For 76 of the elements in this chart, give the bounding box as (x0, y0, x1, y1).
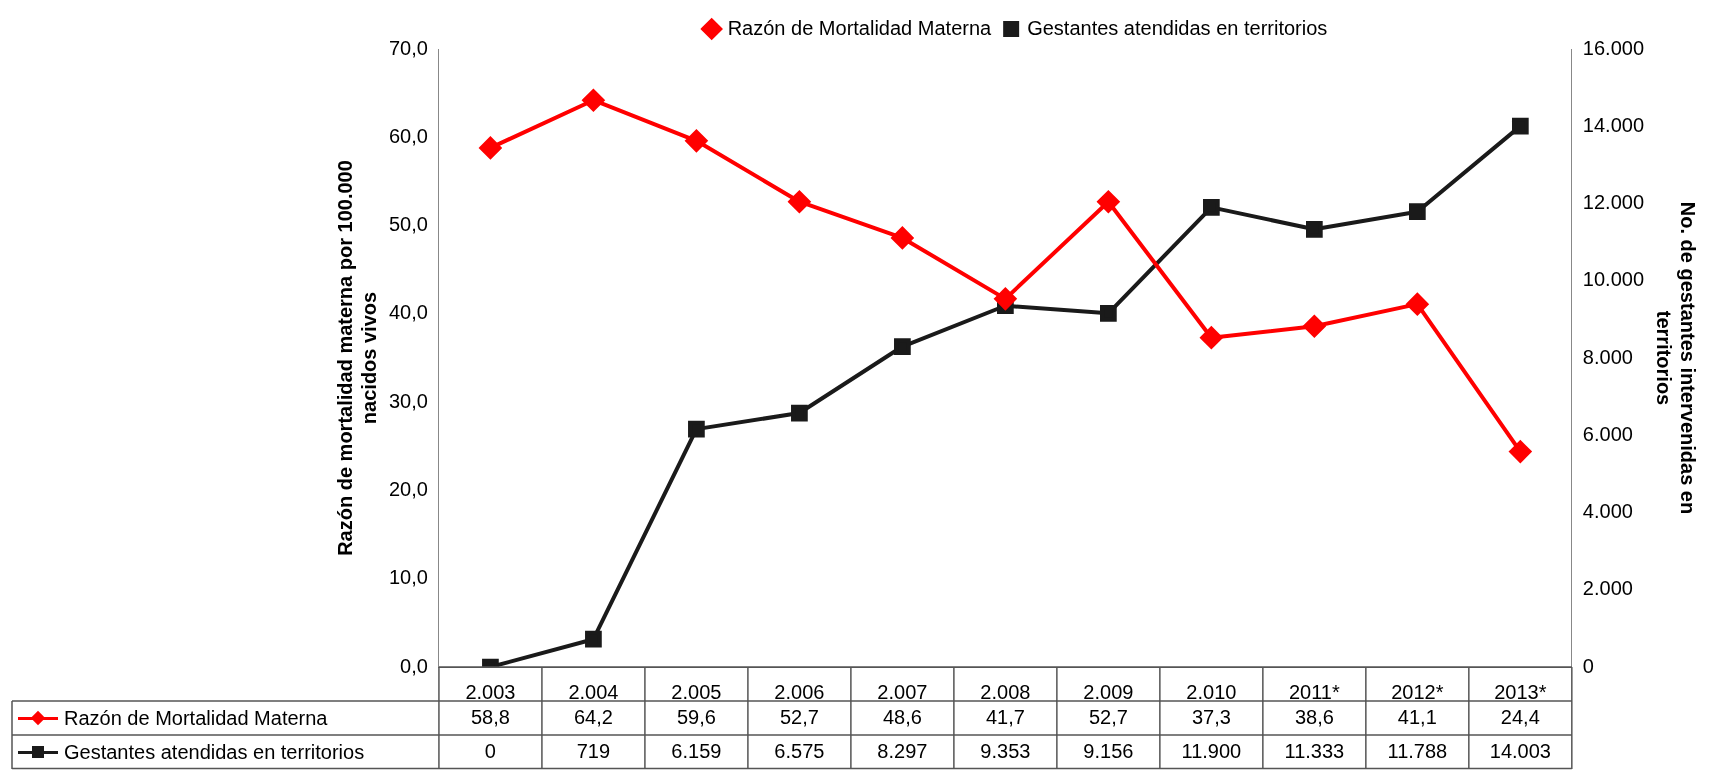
y2-tick-label: 14.000 (1582, 113, 1644, 136)
point (1509, 440, 1532, 463)
point (688, 420, 705, 438)
point (1305, 220, 1323, 238)
y2-axis-title: No. de gestantes intervenidas en territorios (1653, 201, 1700, 515)
y2-tick-label: 16.000 (1582, 36, 1644, 59)
data-label: 37,3 (1191, 705, 1231, 728)
y-tick-label: 50,0 (388, 213, 428, 236)
data-label: 719 (576, 739, 611, 762)
y2-tick-label: 10.000 (1582, 268, 1644, 291)
y2-tick-label: 4.000 (1582, 500, 1633, 523)
data-label: 8.297 (877, 739, 928, 762)
data-label: 14.003 (1489, 739, 1551, 762)
data-label: 6.159 (671, 739, 722, 762)
text: Razón de Mortalidad Materna (64, 706, 328, 729)
y-tick-label: 40,0 (388, 301, 428, 324)
data-label: 41,7 (985, 705, 1025, 728)
y2-tick-label: 0 (1582, 654, 1594, 677)
x-tick-label: 2.004 (568, 680, 619, 703)
point (479, 136, 502, 159)
data-label: 11.333 (1284, 739, 1345, 762)
x-tick-label: 2.008 (980, 680, 1031, 703)
data-label: 11.788 (1387, 739, 1448, 762)
y2-tick-label: 2.000 (1582, 577, 1633, 600)
y2-tick-label: 12.000 (1582, 191, 1644, 214)
y-axis-title: Razón de mortalidad materna por 100.000 nacidos vivos (333, 160, 380, 556)
text: Gestantes atendidas en territorios (64, 740, 365, 763)
point (1202, 199, 1220, 216)
x-tick-label: 2.006 (774, 680, 825, 703)
y-tick-label: 10,0 (388, 566, 428, 589)
point (1200, 326, 1223, 349)
point (994, 287, 1017, 310)
point (1100, 304, 1117, 322)
data-label: 64,2 (573, 705, 613, 728)
y-tick-label: 60,0 (388, 124, 428, 147)
x-tick-label: 2.009 (1083, 680, 1134, 703)
point (1406, 293, 1429, 316)
y2-tick-label: 8.000 (1582, 345, 1633, 368)
point (585, 630, 602, 648)
x-tick-label: 2011* (1288, 680, 1340, 703)
data-label: 59,6 (676, 705, 716, 728)
point (894, 338, 911, 355)
data-label: 38,6 (1294, 705, 1334, 728)
y-tick-label: 70,0 (388, 36, 428, 59)
data-label: 48,6 (882, 705, 922, 728)
y-tick-label: 0,0 (400, 654, 428, 677)
x-tick-label: 2.005 (671, 680, 722, 703)
data-label: 52,7 (779, 705, 819, 728)
point (791, 404, 808, 422)
data-label: 41,1 (1397, 705, 1437, 728)
point (1303, 315, 1326, 338)
y-tick-label: 20,0 (388, 477, 428, 500)
legend-label: Gestantes atendidas en territorios (1027, 16, 1328, 39)
point (685, 129, 708, 152)
x-tick-label: 2.007 (877, 680, 928, 703)
data-label: 9.156 (1083, 739, 1134, 762)
data-label: 24,4 (1500, 705, 1540, 728)
y-tick-label: 30,0 (388, 389, 428, 412)
point (891, 226, 914, 249)
legend-label: Razón de Mortalidad Materna (727, 16, 993, 39)
x-tick-label: 2012* (1391, 680, 1444, 703)
x-tick-label: 2.003 (465, 680, 516, 703)
data-label: 11.900 (1181, 739, 1242, 762)
data-label: 58,8 (470, 705, 510, 728)
data-label: 9.353 (980, 739, 1031, 762)
data-label: 52,7 (1088, 705, 1128, 728)
x-tick-label: 2.010 (1186, 680, 1237, 703)
data-label: 0 (484, 739, 496, 762)
y2-tick-label: 6.000 (1582, 422, 1633, 445)
point (1511, 117, 1529, 135)
data-label: 6.575 (774, 739, 825, 762)
x-tick-label: 2013* (1494, 680, 1547, 703)
point (1097, 190, 1120, 213)
point (1408, 203, 1426, 221)
point (788, 190, 811, 213)
point (582, 89, 605, 112)
